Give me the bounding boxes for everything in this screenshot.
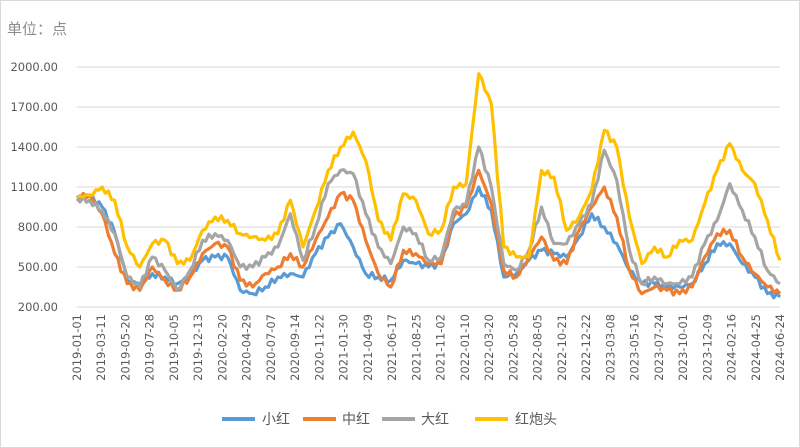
legend-label: 大红 xyxy=(421,412,449,428)
legend-label: 小红 xyxy=(262,412,290,428)
x-tick-label: 2021-06-17 xyxy=(385,314,399,381)
x-tick-label: 2022-08-05 xyxy=(531,314,545,381)
x-tick-label: 2023-03-08 xyxy=(603,314,617,381)
x-tick-label: 2019-07-28 xyxy=(143,314,157,381)
x-tick-label: 2020-02-20 xyxy=(215,314,229,381)
x-tick-label: 2024-06-24 xyxy=(773,314,787,381)
y-tick-label: 800.00 xyxy=(18,220,58,234)
x-tick-label: 2021-04-09 xyxy=(361,314,375,381)
x-tick-label: 2022-12-22 xyxy=(579,314,593,381)
x-tick-label: 2024-02-16 xyxy=(725,314,739,381)
x-tick-label: 2023-12-09 xyxy=(700,314,714,381)
x-tick-label: 2019-01-01 xyxy=(70,314,84,381)
x-tick-label: 2022-01-10 xyxy=(458,314,472,381)
series-line-3 xyxy=(76,72,782,269)
x-tick-label: 2023-07-24 xyxy=(652,314,666,381)
y-tick-label: 1400.00 xyxy=(10,140,58,154)
y-tick-label: 1700.00 xyxy=(10,100,58,114)
x-tick-label: 2024-04-25 xyxy=(749,314,763,381)
y-tick-label: 500.00 xyxy=(18,260,58,274)
x-tick-label: 2021-01-30 xyxy=(337,314,351,381)
x-tick-label: 2021-11-02 xyxy=(434,314,448,381)
series-line-2 xyxy=(75,145,781,292)
x-tick-label: 2021-08-25 xyxy=(409,314,423,381)
x-tick-label: 2022-10-21 xyxy=(555,314,569,381)
x-tick-label: 2020-07-07 xyxy=(264,314,278,381)
legend-label: 中红 xyxy=(342,412,370,428)
x-tick-label: 2019-03-11 xyxy=(94,314,108,381)
x-tick-label: 2022-03-20 xyxy=(482,314,496,381)
legend-label: 红炮头 xyxy=(515,412,557,428)
y-tick-label: 200.00 xyxy=(18,300,58,314)
x-tick-label: 2023-05-16 xyxy=(628,314,642,381)
x-tick-label: 2020-04-29 xyxy=(240,314,254,381)
x-tick-label: 2020-09-14 xyxy=(288,314,302,381)
y-tick-label: 1100.00 xyxy=(10,180,58,194)
x-tick-label: 2022-05-28 xyxy=(506,314,520,381)
x-tick-label: 2023-10-01 xyxy=(676,314,690,381)
x-tick-label: 2020-11-22 xyxy=(312,314,326,381)
x-tick-label: 2019-10-05 xyxy=(167,314,181,381)
x-tick-label: 2019-12-13 xyxy=(191,314,205,381)
series-line-1 xyxy=(76,168,782,297)
x-tick-label: 2019-05-20 xyxy=(118,314,132,381)
unit-label: 单位：点 xyxy=(7,20,68,38)
y-tick-label: 2000.00 xyxy=(10,60,58,74)
